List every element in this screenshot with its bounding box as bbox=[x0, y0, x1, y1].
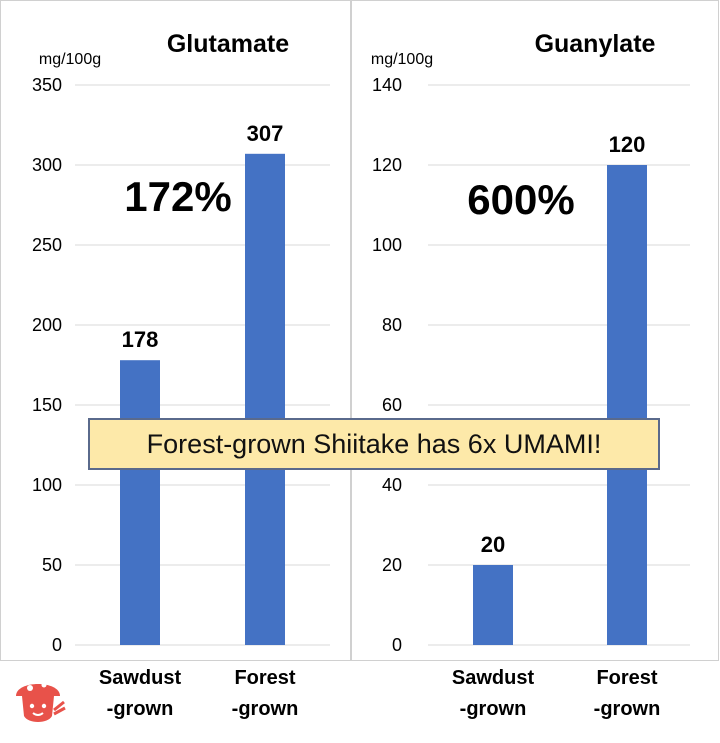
banner-text: Forest-grown Shiitake has 6x UMAMI! bbox=[146, 428, 602, 459]
chart-title: Guanylate bbox=[535, 30, 656, 58]
y-tick-label: 80 bbox=[382, 315, 402, 335]
y-tick-label: 350 bbox=[32, 75, 62, 95]
x-category-label: Sawdust bbox=[99, 667, 182, 689]
panel-right-border bbox=[351, 0, 719, 661]
y-tick-label: 120 bbox=[372, 155, 402, 175]
y-tick-label: 0 bbox=[52, 635, 62, 655]
x-category-label: Forest bbox=[234, 667, 295, 689]
y-tick-label: 100 bbox=[372, 235, 402, 255]
data-label: 178 bbox=[122, 327, 159, 352]
chart-title: Glutamate bbox=[167, 30, 289, 58]
data-label: 120 bbox=[609, 132, 646, 157]
data-label: 20 bbox=[481, 532, 505, 557]
bar bbox=[245, 153, 285, 646]
y-tick-label: 200 bbox=[32, 315, 62, 335]
percent-annotation: 172% bbox=[124, 173, 231, 220]
x-category-label: Sawdust bbox=[452, 667, 535, 689]
y-tick-label: 300 bbox=[32, 155, 62, 175]
bar bbox=[473, 565, 513, 645]
x-category-label: Forest bbox=[596, 667, 657, 689]
y-tick-label: 250 bbox=[32, 235, 62, 255]
x-category-label: -grown bbox=[232, 698, 299, 720]
y-tick-label: 20 bbox=[382, 555, 402, 575]
bar bbox=[120, 360, 160, 645]
y-axis-unit: mg/100g bbox=[371, 51, 433, 68]
y-tick-label: 140 bbox=[372, 75, 402, 95]
bar bbox=[607, 165, 647, 645]
y-tick-label: 60 bbox=[382, 395, 402, 415]
umami-banner: Forest-grown Shiitake has 6x UMAMI! bbox=[88, 418, 660, 470]
x-category-label: -grown bbox=[594, 698, 661, 720]
x-category-label: -grown bbox=[107, 698, 174, 720]
y-tick-label: 50 bbox=[42, 555, 62, 575]
y-tick-label: 0 bbox=[392, 635, 402, 655]
x-category-label: -grown bbox=[460, 698, 527, 720]
y-tick-label: 100 bbox=[32, 475, 62, 495]
percent-annotation: 600% bbox=[467, 176, 574, 223]
y-axis-unit: mg/100g bbox=[39, 51, 101, 68]
mushroom-mascot-icon bbox=[8, 670, 68, 730]
panel-left-border bbox=[0, 0, 351, 661]
y-tick-label: 40 bbox=[382, 475, 402, 495]
y-tick-label: 150 bbox=[32, 395, 62, 415]
data-label: 307 bbox=[247, 121, 284, 146]
